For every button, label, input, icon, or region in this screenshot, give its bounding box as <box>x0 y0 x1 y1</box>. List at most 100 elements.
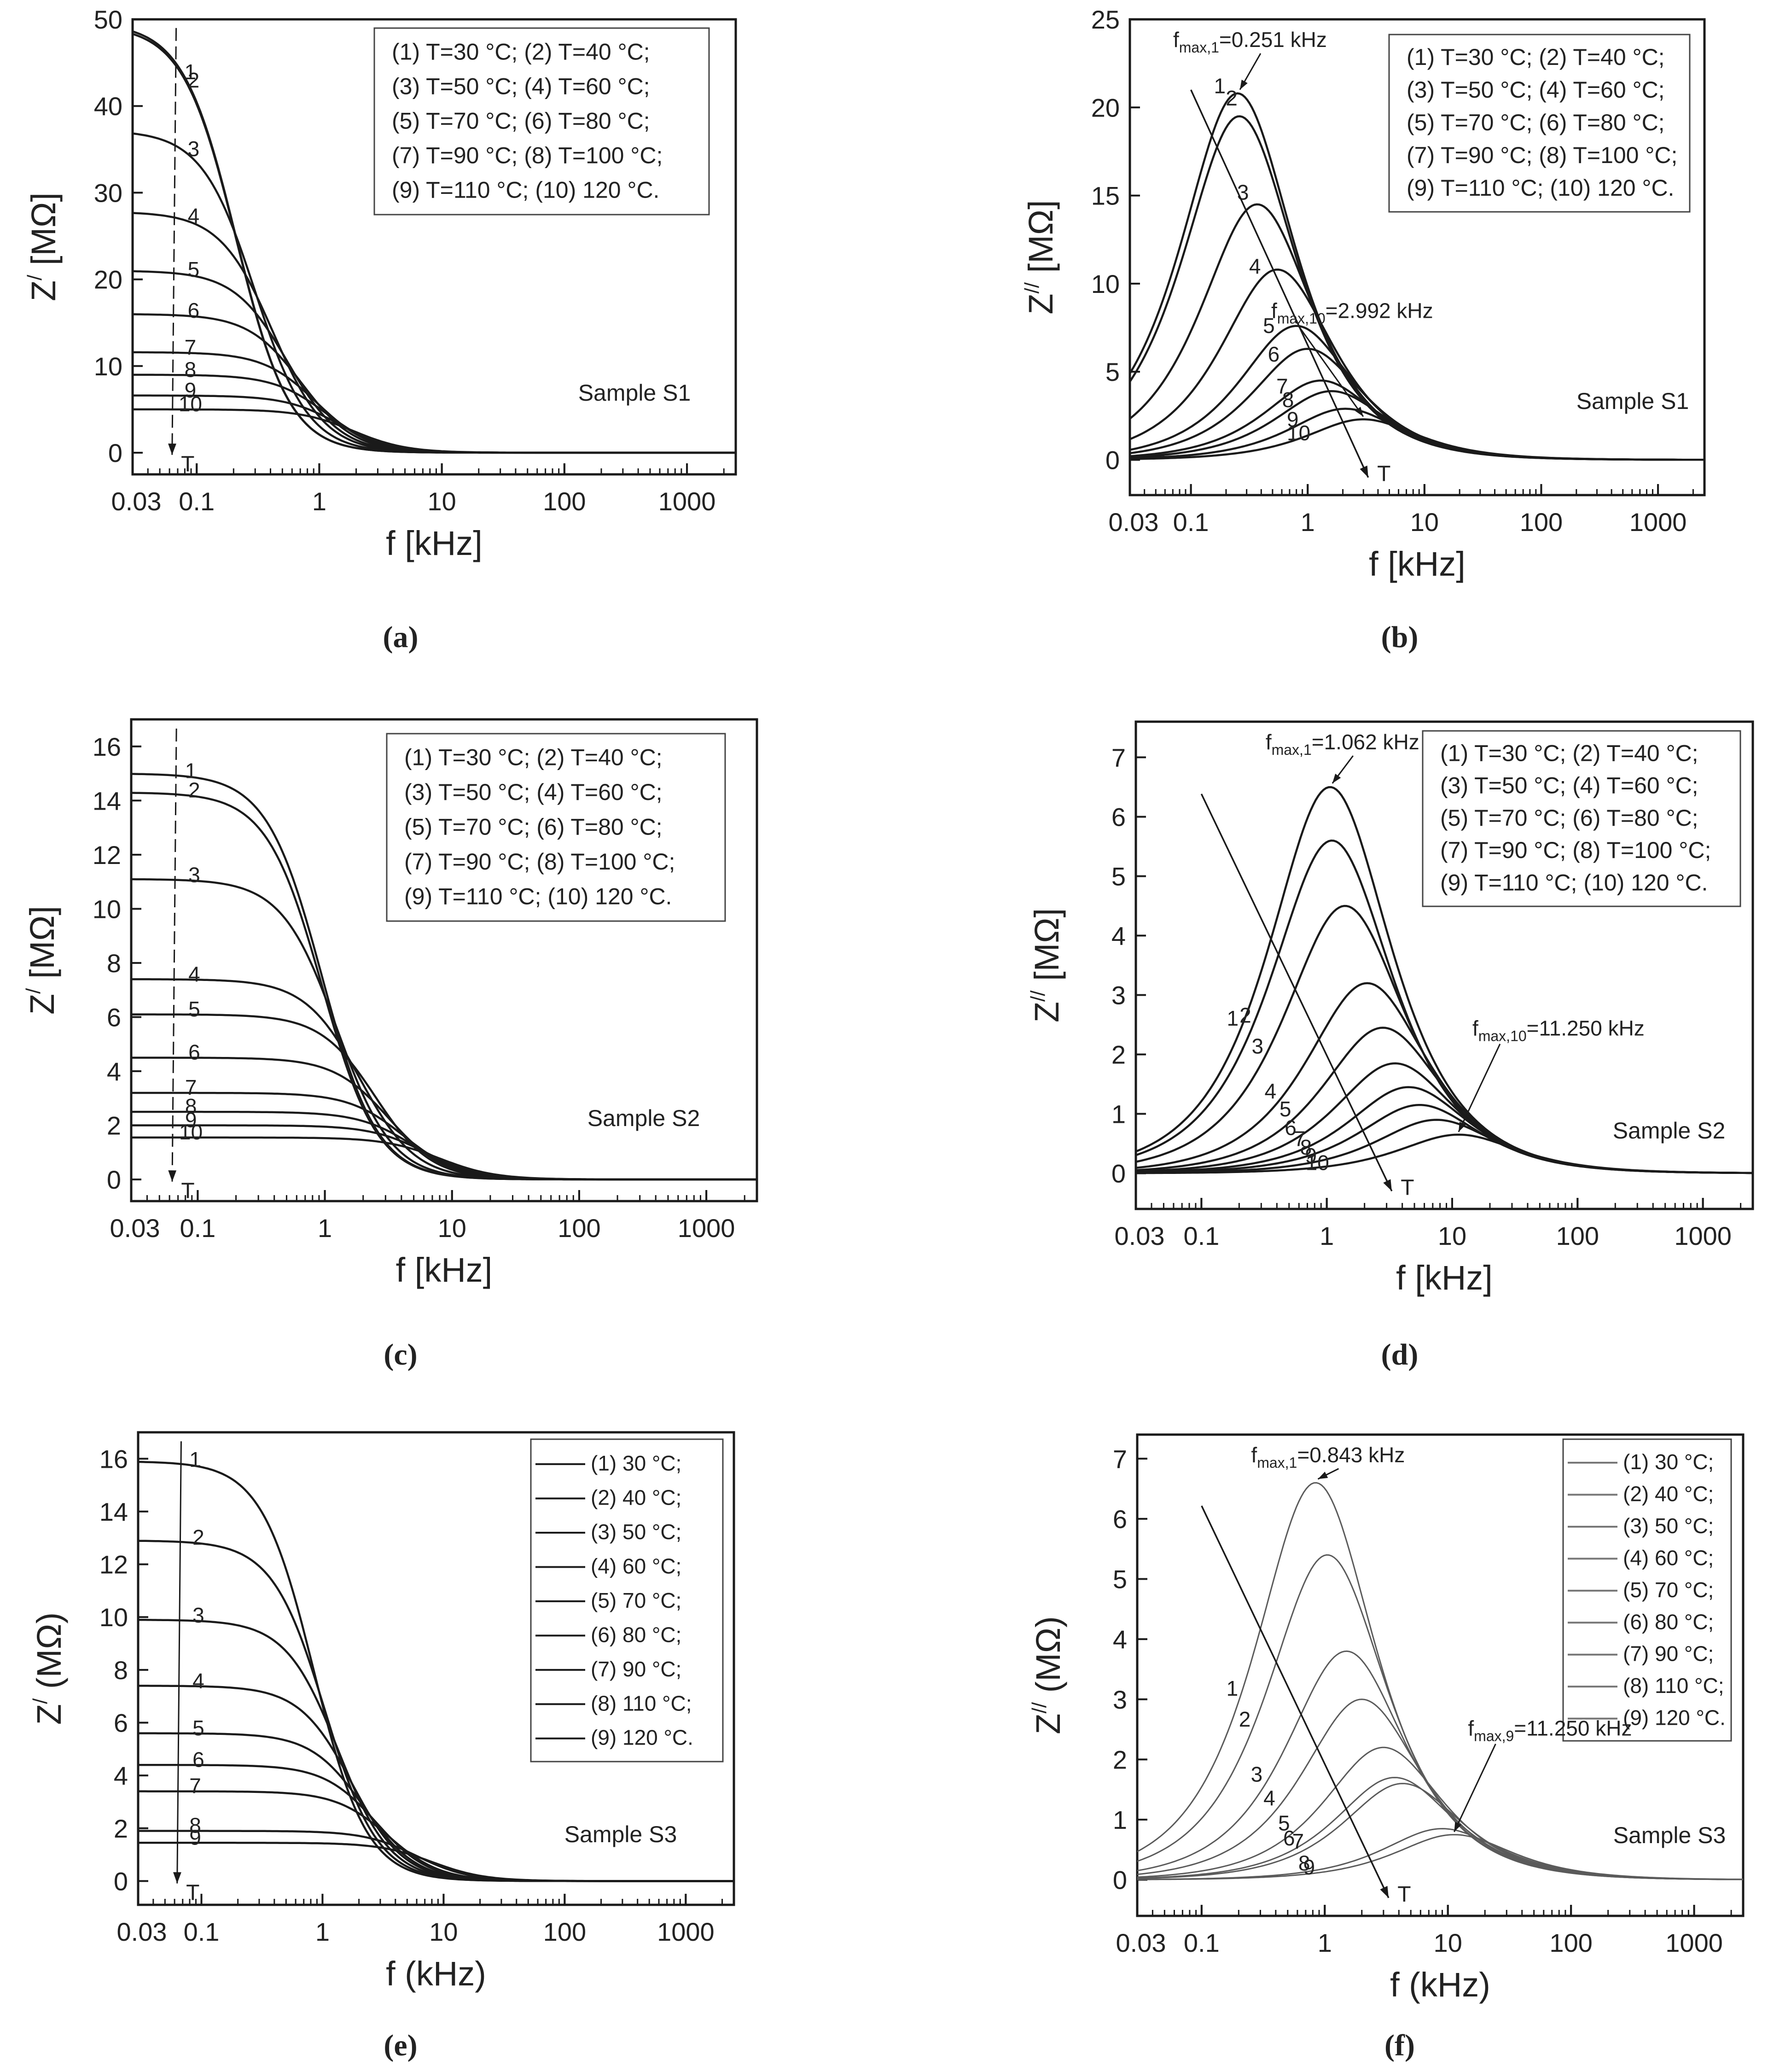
peak-annotation-value: =1.062 kHz <box>1312 730 1419 754</box>
legend-entry: (9) 120 °C. <box>591 1726 693 1750</box>
y-axis-label-prime: / <box>22 988 45 994</box>
y-axis-label: Z// [MΩ] <box>1021 200 1060 314</box>
peak-annotation: fmax,10=11.250 kHz <box>1472 1016 1645 1045</box>
y-tick-label: 4 <box>1113 1625 1127 1654</box>
curve-label: 8 <box>189 1814 201 1838</box>
y-axis-label-prime: // <box>1027 990 1049 1002</box>
curve-label: 6 <box>188 1040 200 1064</box>
x-tick-label: 0.1 <box>1184 1928 1220 1957</box>
y-axis-label-unit: (MΩ) <box>1029 1616 1067 1702</box>
series-group <box>133 30 736 454</box>
y-tick-label: 30 <box>94 178 122 207</box>
x-tick-label: 0.03 <box>1116 1928 1166 1957</box>
legend-box <box>1388 34 1691 213</box>
y-tick-label: 1 <box>1113 1805 1127 1834</box>
legend-entry: (7) 90 °C; <box>1623 1642 1714 1666</box>
arrow-head-icon <box>168 444 176 455</box>
temperature-arrow-label: T <box>186 1881 199 1905</box>
temperature-arrow-label: T <box>1401 1175 1414 1200</box>
series-line <box>138 1842 734 1882</box>
peak-annotation-subscript: max,1 <box>1272 741 1312 758</box>
y-axis-label-symbol: Z <box>1022 293 1060 314</box>
legend-entry: (1) 30 °C; <box>1623 1450 1714 1474</box>
y-tick-label: 7 <box>1113 1444 1127 1473</box>
legend-entry: (5) 70 °C; <box>591 1588 681 1612</box>
peak-annotation-value: =11.250 kHz <box>1514 1716 1632 1740</box>
curve-label: 10 <box>179 392 202 416</box>
curve-label: 4 <box>188 204 200 228</box>
temperature-arrow <box>1190 89 1369 478</box>
curve-label: 2 <box>1239 1004 1251 1027</box>
y-axis-label-prime: // <box>1021 282 1043 293</box>
y-tick-label: 5 <box>1113 1565 1127 1594</box>
x-tick-label: 0.1 <box>1173 508 1209 537</box>
y-tick-label: 6 <box>1113 1505 1127 1534</box>
y-tick-label: 1 <box>1111 1100 1126 1129</box>
peak-annotation-symbol: f <box>1251 1443 1257 1467</box>
legend-entry: (3) T=50 °C; (4) T=60 °C; <box>1440 773 1698 799</box>
y-tick-label: 10 <box>99 1603 128 1632</box>
y-tick-label: 10 <box>93 894 121 923</box>
panel-caption: (c) <box>384 1338 417 1372</box>
legend-box <box>373 27 710 216</box>
curve-label: 7 <box>189 1774 201 1798</box>
curve-label: 6 <box>188 298 200 322</box>
temperature-arrow <box>171 728 177 1182</box>
y-tick-label: 0 <box>1111 1159 1126 1188</box>
x-tick-label: 0.03 <box>111 487 162 516</box>
curve-label: 10 <box>1306 1150 1329 1174</box>
peak-annotation-value: =11.250 kHz <box>1527 1016 1645 1040</box>
legend: (1) 30 °C; (2) 40 °C; (3) 50 °C; (4) 60 °C;… <box>1562 1438 1732 1742</box>
legend-entry: (2) 40 °C; <box>1623 1482 1714 1506</box>
x-tick-label: 0.03 <box>117 1917 167 1946</box>
series-line <box>133 270 736 454</box>
x-tick-label: 10 <box>1438 1221 1466 1250</box>
curve-label: 5 <box>188 997 200 1021</box>
y-tick-label: 16 <box>99 1444 128 1473</box>
y-tick-label: 4 <box>107 1057 121 1086</box>
legend-entry: (6) 80 °C; <box>591 1623 681 1646</box>
annotation-pointer <box>1298 326 1364 417</box>
y-axis-label-unit: [MΩ] <box>23 906 61 988</box>
x-tick-label: 1000 <box>678 1214 735 1243</box>
series-group <box>131 773 757 1181</box>
peak-annotation-symbol: f <box>1173 28 1179 52</box>
y-tick-label: 2 <box>114 1814 128 1843</box>
y-tick-label: 5 <box>1111 862 1126 891</box>
curve-label: 4 <box>192 1669 204 1693</box>
x-tick-label: 10 <box>429 1917 458 1946</box>
x-tick-label: 1 <box>1320 1221 1334 1250</box>
annotation-arrow-icon <box>1355 407 1363 417</box>
y-tick-label: 2 <box>107 1111 121 1140</box>
sample-label: Sample S1 <box>578 380 691 406</box>
curve-label: 2 <box>1226 86 1238 110</box>
curve-label: 7 <box>1292 1829 1304 1853</box>
x-tick-label: 0.03 <box>110 1214 160 1243</box>
annotation-arrow-icon <box>1454 1821 1462 1832</box>
peak-annotation-value: =2.992 kHz <box>1326 298 1433 322</box>
curve-label: 9 <box>189 1825 201 1849</box>
annotation-arrow-icon <box>1332 773 1341 783</box>
y-axis-label-symbol: Z <box>1029 1714 1067 1734</box>
legend: (1) T=30 °C; (2) T=40 °C; (3) T=50 °C; (4… <box>373 27 710 216</box>
x-tick-label: 1000 <box>1629 508 1687 537</box>
y-axis-label-unit: [MΩ] <box>1028 908 1066 991</box>
arrow-head-icon <box>1360 465 1368 478</box>
x-tick-label: 1 <box>312 487 326 516</box>
temperature-arrow <box>176 1441 182 1884</box>
curve-label: 9 <box>1305 1144 1317 1167</box>
plot-frame <box>1136 1433 1745 1917</box>
curve-label: 8 <box>185 1094 197 1118</box>
x-tick-label: 1 <box>315 1917 330 1946</box>
y-axis-label: Z/ [MΩ] <box>22 906 61 1015</box>
series-line <box>131 1124 757 1181</box>
panel-caption: (d) <box>1381 1338 1419 1372</box>
legend-entry: (2) 40 °C; <box>591 1486 681 1510</box>
x-axis-label: f (kHz) <box>386 1955 486 1993</box>
legend-entry: (5) T=70 °C; (6) T=80 °C; <box>392 108 650 134</box>
x-tick-label: 100 <box>1556 1221 1599 1250</box>
legend-entry: (9) T=110 °C; (10) 120 °C. <box>1440 870 1708 895</box>
legend-entry: (1) 30 °C; <box>591 1451 681 1475</box>
legend-entry: (5) T=70 °C; (6) T=80 °C; <box>1407 110 1665 135</box>
